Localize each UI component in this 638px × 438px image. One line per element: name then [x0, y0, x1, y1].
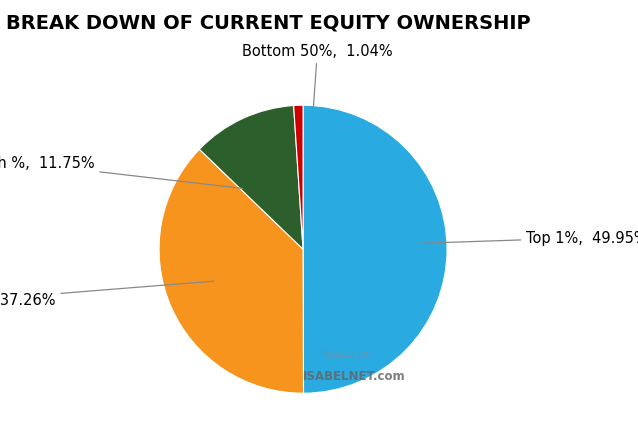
Wedge shape — [293, 106, 303, 250]
Wedge shape — [200, 106, 303, 250]
Text: ISABELNET.com: ISABELNET.com — [303, 370, 406, 382]
Wedge shape — [303, 106, 447, 393]
Wedge shape — [159, 150, 304, 393]
Text: 50-90th %,  11.75%: 50-90th %, 11.75% — [0, 156, 242, 189]
Text: 90-99th %,  37.26%: 90-99th %, 37.26% — [0, 282, 214, 307]
Text: Bottom 50%,  1.04%: Bottom 50%, 1.04% — [242, 44, 393, 109]
Text: Top 1%,  49.95%: Top 1%, 49.95% — [418, 231, 638, 246]
Text: BREAK DOWN OF CURRENT EQUITY OWNERSHIP: BREAK DOWN OF CURRENT EQUITY OWNERSHIP — [6, 13, 531, 32]
Text: Posted on: Posted on — [320, 348, 371, 358]
